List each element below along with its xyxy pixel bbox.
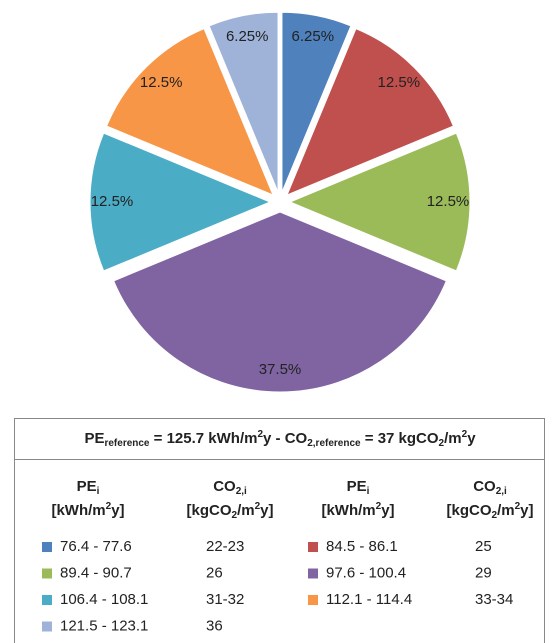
pie-slice — [288, 132, 471, 272]
col-header: PEi — [77, 478, 100, 497]
legend-swatch — [308, 568, 318, 579]
legend-co2: 22-23 — [206, 538, 244, 555]
text: /m — [444, 430, 462, 447]
legend: 76.4 - 77.6 22-23 84.5 - 86.1 25 89.4 - 90.7… — [42, 538, 513, 634]
legend-label: 112.1 - 114.4 — [326, 591, 412, 608]
col-header: CO2,i — [213, 478, 247, 497]
legend-label: 76.4 - 77.6 — [60, 538, 132, 555]
slice-label: 37.5% — [259, 361, 302, 378]
superscript: 2 — [106, 501, 112, 512]
text: CO — [213, 478, 236, 495]
legend-co2: 26 — [206, 564, 223, 581]
superscript: 2 — [255, 501, 261, 512]
text: [kgCO — [187, 502, 232, 519]
legend-label: 106.4 - 108.1 — [60, 591, 148, 608]
subscript: i — [367, 486, 370, 497]
text: /m — [497, 502, 515, 519]
text: PE — [77, 478, 97, 495]
legend-swatch — [308, 595, 318, 605]
subscript: 2,i — [236, 486, 247, 497]
text: = 37 kgCO — [361, 430, 439, 447]
slice-label: 6.25% — [226, 28, 269, 45]
col-header: CO2,i — [473, 478, 507, 497]
text: [kWh/m — [321, 502, 375, 519]
slice-label: 12.5% — [140, 74, 183, 91]
legend-co2: 29 — [475, 564, 492, 581]
legend-swatch — [308, 542, 318, 552]
text: [kWh/m — [51, 502, 105, 519]
pie-slice — [286, 27, 455, 196]
legend-label: 121.5 - 123.1 — [60, 617, 148, 634]
text: = 125.7 kWh/m — [150, 430, 258, 447]
slice-label: 12.5% — [427, 193, 470, 210]
subscript: 2 — [439, 438, 445, 449]
legend-swatch — [42, 568, 52, 579]
text: y — [467, 430, 476, 447]
superscript: 2 — [257, 429, 263, 440]
legend-title: PEreference = 125.7 kWh/m2y - CO2,refere… — [84, 429, 476, 449]
slice-label: 12.5% — [91, 193, 134, 210]
text: PE — [84, 430, 104, 447]
text: [kgCO — [447, 502, 492, 519]
subscript: i — [97, 486, 100, 497]
slice-label: 12.5% — [378, 74, 421, 91]
text: PE — [347, 478, 367, 495]
text: y - CO — [263, 430, 308, 447]
subscript: 2 — [492, 510, 498, 521]
col-unit: [kgCO2/m2y] — [447, 501, 534, 521]
pie-slice — [281, 11, 352, 193]
subscript: reference — [104, 438, 149, 449]
legend-label: 97.6 - 100.4 — [326, 564, 406, 581]
text: y] — [381, 502, 394, 519]
legend-label: 84.5 - 86.1 — [326, 538, 398, 555]
legend-swatch — [42, 542, 52, 552]
superscript: 2 — [376, 501, 382, 512]
text: y] — [260, 502, 273, 519]
legend-swatch — [42, 621, 52, 632]
col-unit: [kgCO2/m2y] — [187, 501, 274, 521]
pie: 6.25% 12.5% 12.5% 37.5% 12.5% 12.5% 6.25% — [89, 11, 471, 393]
legend-co2: 33-34 — [475, 591, 513, 608]
legend-co2: 36 — [206, 617, 223, 634]
legend-swatch — [42, 595, 52, 605]
superscript: 2 — [515, 501, 521, 512]
legend-box — [14, 418, 545, 643]
pie-slice — [105, 27, 274, 196]
col-unit: [kWh/m2y] — [51, 501, 124, 519]
legend-co2: 31-32 — [206, 591, 244, 608]
subscript: 2 — [232, 510, 238, 521]
text: y] — [520, 502, 533, 519]
legend-label: 89.4 - 90.7 — [60, 564, 132, 581]
text: y] — [111, 502, 124, 519]
text: CO — [473, 478, 496, 495]
pie-slice — [208, 11, 279, 193]
col-header: PEi — [347, 478, 370, 497]
pie-slice — [113, 211, 447, 393]
text: /m — [237, 502, 255, 519]
col-unit: [kWh/m2y] — [321, 501, 394, 519]
subscript: 2,i — [496, 486, 507, 497]
superscript: 2 — [462, 429, 468, 440]
subscript: 2,reference — [307, 438, 361, 449]
legend-co2: 25 — [475, 538, 492, 555]
pie-slice — [89, 132, 272, 272]
slice-label: 6.25% — [292, 28, 335, 45]
